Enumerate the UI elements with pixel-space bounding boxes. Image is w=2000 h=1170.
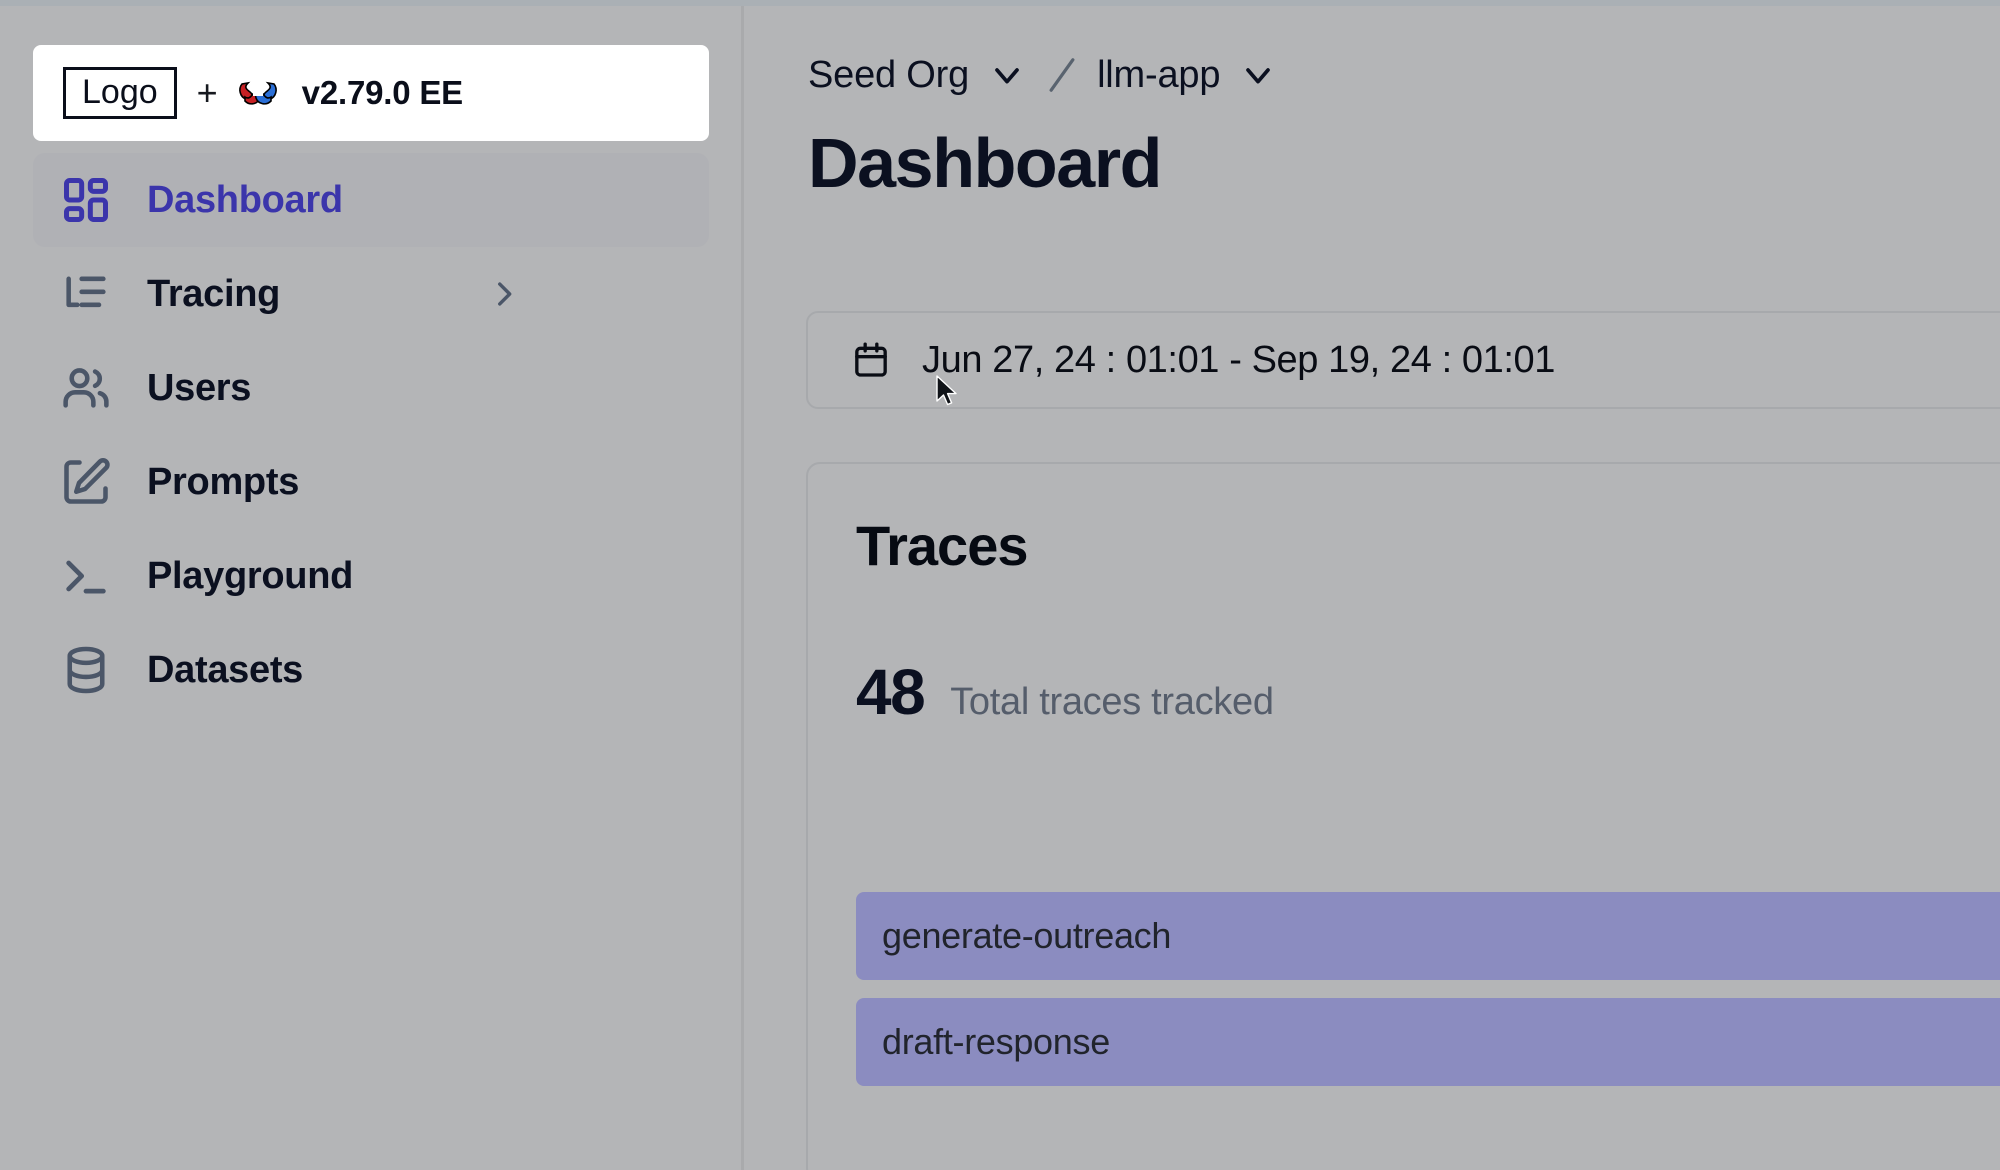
bar-row[interactable]: generate-outreach bbox=[856, 892, 2000, 980]
sidebar-item-label: Tracing bbox=[147, 272, 281, 315]
chevron-right-icon[interactable] bbox=[487, 277, 521, 311]
traces-bar-chart: generate-outreach draft-response bbox=[856, 892, 2000, 1104]
sidebar-item-tracing[interactable]: Tracing bbox=[33, 247, 709, 341]
list-tree-icon bbox=[57, 265, 115, 323]
bar-label: generate-outreach bbox=[882, 915, 1172, 956]
traces-metric-label: Total traces tracked bbox=[950, 681, 1274, 723]
plus-sign: + bbox=[196, 72, 218, 113]
logo-placeholder: Logo bbox=[63, 66, 177, 120]
traces-card: Traces 48 Total traces tracked generate-… bbox=[806, 462, 2000, 1170]
version-label: v2.79.0 EE bbox=[301, 74, 463, 111]
date-range-value: Jun 27, 24 : 01:01 - Sep 19, 24 : 01:01 bbox=[922, 338, 1555, 381]
traces-metric: 48 Total traces tracked bbox=[856, 660, 1274, 724]
breadcrumb-org-selector[interactable]: Seed Org bbox=[808, 44, 1027, 106]
layout-dashboard-icon bbox=[57, 171, 115, 229]
breadcrumb-project-label: llm-app bbox=[1097, 53, 1221, 96]
square-pen-icon bbox=[57, 453, 115, 511]
sidebar-item-datasets[interactable]: Datasets bbox=[33, 623, 709, 717]
breadcrumb: Seed Org llm-app bbox=[808, 44, 1278, 106]
database-icon bbox=[57, 641, 115, 699]
sidebar-item-label: Prompts bbox=[147, 460, 300, 503]
breadcrumb-org-label: Seed Org bbox=[808, 53, 970, 96]
logo-card[interactable]: Logo + v2.79.0 EE bbox=[33, 45, 709, 141]
sidebar-item-label: Dashboard bbox=[147, 178, 343, 221]
bar-row[interactable]: draft-response bbox=[856, 998, 2000, 1086]
chevron-down-icon[interactable] bbox=[1238, 55, 1278, 95]
sidebar-item-label: Datasets bbox=[147, 648, 304, 691]
sidebar-nav: Dashboard Tracing bbox=[33, 153, 709, 717]
sidebar-item-dashboard[interactable]: Dashboard bbox=[33, 153, 709, 247]
sidebar: Logo + v2.79.0 EE bbox=[0, 6, 742, 1170]
users-icon bbox=[57, 359, 115, 417]
knot-emoji bbox=[236, 71, 280, 115]
sidebar-content-divider bbox=[741, 6, 744, 1170]
sidebar-item-prompts[interactable]: Prompts bbox=[33, 435, 709, 529]
chevron-down-icon[interactable] bbox=[987, 55, 1027, 95]
page-title: Dashboard bbox=[808, 124, 1162, 202]
breadcrumb-project-selector[interactable]: llm-app bbox=[1097, 44, 1278, 106]
main-content: Seed Org llm-app bbox=[744, 6, 2000, 1170]
date-range-picker[interactable]: Jun 27, 24 : 01:01 - Sep 19, 24 : 01:01 bbox=[806, 311, 2000, 409]
window-top-edge bbox=[0, 0, 2000, 6]
calendar-icon bbox=[850, 338, 892, 382]
sidebar-item-users[interactable]: Users bbox=[33, 341, 709, 435]
breadcrumb-separator bbox=[1033, 49, 1091, 101]
terminal-icon bbox=[57, 547, 115, 605]
traces-metric-value: 48 bbox=[856, 656, 926, 728]
sidebar-item-label: Playground bbox=[147, 554, 354, 597]
bar-label: draft-response bbox=[882, 1021, 1110, 1062]
traces-card-title: Traces bbox=[856, 514, 1028, 577]
sidebar-item-label: Users bbox=[147, 366, 252, 409]
sidebar-item-playground[interactable]: Playground bbox=[33, 529, 709, 623]
